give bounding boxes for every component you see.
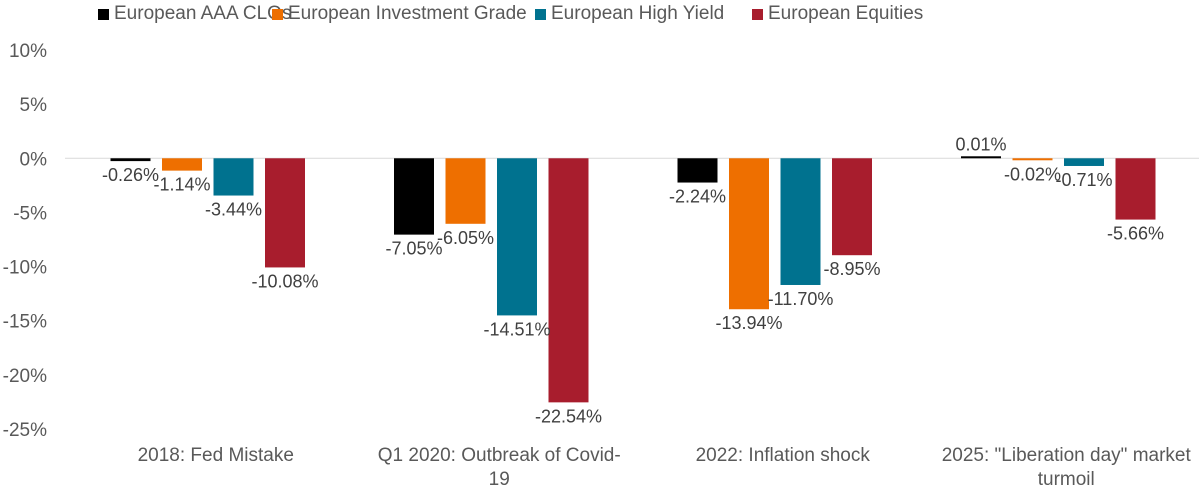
bar (445, 158, 486, 224)
bar (394, 158, 434, 235)
data-label: -0.71% (1055, 170, 1112, 190)
bar (677, 158, 718, 183)
bar (780, 158, 821, 285)
data-label: 0.01% (955, 134, 1006, 154)
x-tick-label: Q1 2020: Outbreak of Covid- (378, 445, 621, 466)
data-label: -8.95% (823, 259, 880, 279)
legend-label: European Investment Grade (288, 3, 527, 24)
bar (961, 156, 1001, 159)
bar (832, 158, 872, 256)
data-label: -6.05% (437, 228, 494, 248)
x-axis: 2018: Fed Mistake Q1 2020: Outbreak of Co… (138, 445, 1192, 490)
legend-swatch (98, 8, 109, 20)
bar (729, 158, 769, 310)
legend: European AAA CLOs European Investment Gra… (0, 3, 1199, 29)
y-tick-label: -15% (3, 312, 47, 333)
legend-item: European AAA CLOs (98, 3, 291, 25)
y-tick-label: -5% (13, 203, 47, 224)
x-tick-label: 2022: Inflation shock (696, 445, 871, 466)
legend-label: European Equities (768, 3, 924, 24)
bars (110, 156, 1156, 403)
legend-item: European Equities (752, 3, 923, 25)
data-labels: -0.26%-1.14% -3.44% -10.08% -7.05%-6.05% -14… (102, 134, 1164, 426)
data-label: -11.70% (768, 289, 834, 309)
legend-item: European Investment Grade (272, 3, 527, 25)
legend-label: European High Yield (551, 3, 725, 24)
y-axis: 10% 5% 0% -5% -10% -15% -20% -25% (3, 41, 47, 441)
y-tick-label: -25% (3, 420, 47, 441)
data-label: -22.54% (535, 406, 602, 426)
data-label: -10.08% (251, 271, 318, 291)
data-label: -1.14% (153, 175, 210, 195)
x-tick-label: turmoil (1038, 469, 1095, 490)
bar (497, 158, 537, 316)
legend-swatch (752, 8, 763, 20)
legend-label: European AAA CLOs (114, 3, 292, 24)
data-label: -14.51% (483, 319, 550, 339)
bar (548, 158, 589, 403)
bar (1012, 158, 1053, 161)
y-tick-label: -10% (3, 258, 47, 279)
x-tick-label: 2025: "Liberation day" market (942, 445, 1192, 466)
data-label: -13.94% (715, 313, 782, 333)
y-tick-label: 5% (20, 95, 48, 116)
bar (213, 158, 254, 196)
legend-item: European High Yield (535, 3, 724, 25)
data-label: -5.66% (1107, 224, 1164, 244)
x-tick-label: 2018: Fed Mistake (138, 445, 294, 466)
y-tick-label: -20% (3, 366, 47, 387)
bar (1115, 158, 1156, 220)
y-tick-label: 10% (9, 41, 47, 62)
bar (110, 158, 151, 162)
bar (1064, 158, 1104, 166)
data-label: -3.44% (205, 200, 262, 220)
bar (265, 158, 305, 268)
data-label: -0.26% (102, 165, 159, 185)
x-tick-label: 19 (489, 469, 510, 490)
data-label: -7.05% (385, 239, 442, 259)
legend-swatch (535, 8, 546, 20)
legend-swatch (272, 8, 283, 20)
bar (162, 158, 202, 171)
data-label: -2.24% (669, 187, 726, 207)
y-tick-label: 0% (20, 149, 48, 170)
data-label: -0.02% (1004, 164, 1061, 184)
